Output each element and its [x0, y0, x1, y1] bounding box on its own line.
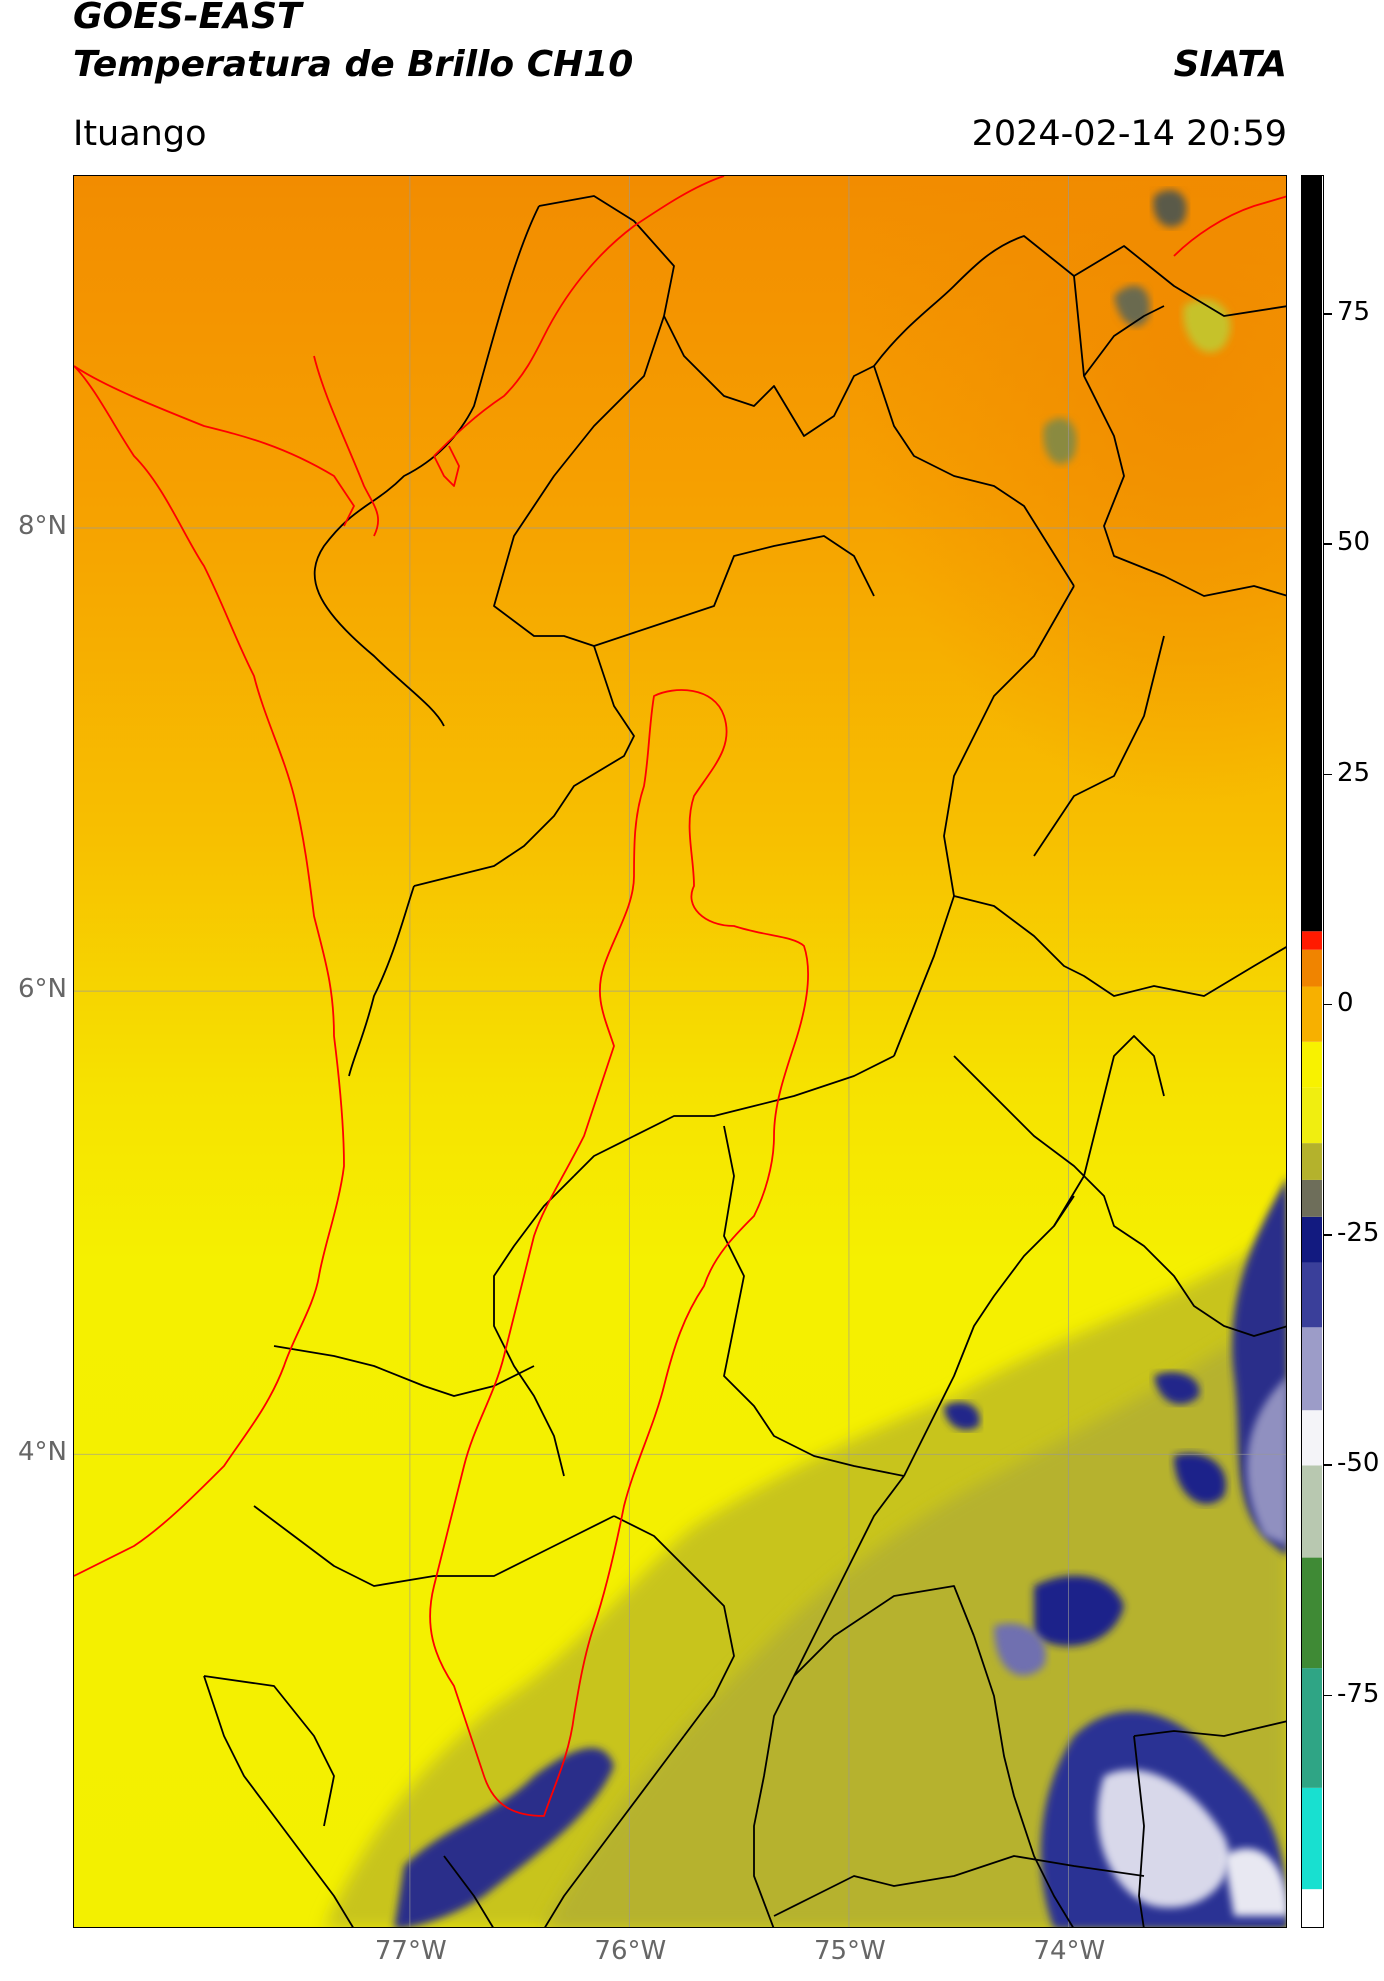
colorbar-tick — [1324, 1694, 1332, 1697]
colorbar-tick — [1324, 1464, 1332, 1466]
datetime-label: 2024-02-14 20:59 — [971, 114, 1287, 154]
colorbar-tick-label: -50 — [1337, 1448, 1380, 1479]
department-boundaries — [203, 195, 1286, 1927]
colorbar-segment — [1302, 1087, 1322, 1144]
colorbar-segment — [1302, 949, 1322, 987]
lon-tick-label: 75°W — [813, 1936, 886, 1966]
colorbar-segment — [1302, 1889, 1322, 1926]
colorbar-tick-label: -25 — [1337, 1218, 1380, 1249]
colorbar-segment — [1302, 176, 1322, 932]
colorbar-tick-label: 75 — [1337, 297, 1371, 328]
lat-tick-label: 8°N — [18, 510, 67, 541]
lon-tick-label: 76°W — [594, 1936, 667, 1966]
colorbar — [1301, 175, 1324, 1928]
colorbar-segment — [1302, 1465, 1322, 1558]
product-title: Temperatura de Brillo CH10 — [73, 44, 634, 85]
colorbar-segment — [1302, 986, 1322, 1042]
colorbar-tick-label: 50 — [1337, 527, 1371, 558]
colorbar-segment — [1302, 1262, 1322, 1328]
satellite-title: GOES-EAST — [73, 0, 302, 37]
colorbar-tick — [1324, 1234, 1332, 1236]
graticule — [74, 176, 1286, 1927]
agency-label: SIATA — [1173, 44, 1287, 85]
lat-tick-label: 4°N — [18, 1437, 67, 1468]
lon-tick-label: 77°W — [374, 1936, 447, 1966]
colorbar-tick — [1324, 773, 1332, 776]
colorbar-segment — [1302, 1787, 1322, 1890]
colorbar-segment — [1302, 1216, 1322, 1263]
lat-tick-label: 6°N — [18, 974, 67, 1005]
colorbar-segment — [1302, 1179, 1322, 1217]
colorbar-tick-label: 25 — [1337, 757, 1371, 788]
colorbar-tick — [1324, 313, 1332, 315]
brightness-temperature-field — [74, 176, 1286, 1927]
colorbar-segment — [1302, 1410, 1322, 1466]
colorbar-segment — [1302, 1041, 1322, 1088]
antioquia-and-coastline — [74, 176, 1286, 1817]
colorbar-segment — [1302, 1143, 1322, 1180]
colorbar-tick — [1324, 543, 1332, 545]
satellite-map[interactable] — [73, 175, 1287, 1928]
colorbar-segment — [1302, 1327, 1322, 1411]
colorbar-segment — [1302, 931, 1322, 950]
lon-tick-label: 74°W — [1033, 1936, 1106, 1966]
colorbar-segment — [1302, 1557, 1322, 1669]
colorbar-tick-label: -75 — [1337, 1678, 1380, 1709]
colorbar-tick-label: 0 — [1337, 987, 1354, 1018]
location-label: Ituango — [73, 114, 207, 154]
colorbar-tick — [1324, 1003, 1332, 1006]
colorbar-segment — [1302, 1668, 1322, 1788]
